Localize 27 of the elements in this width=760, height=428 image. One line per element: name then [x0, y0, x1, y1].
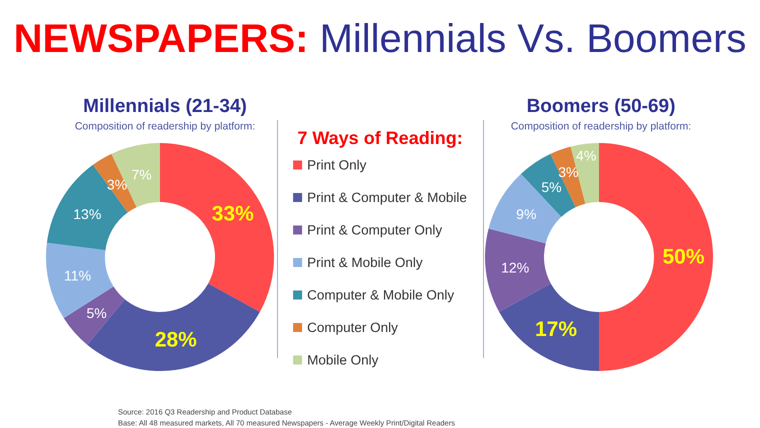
data-label: 5%	[541, 179, 562, 196]
data-label: 5%	[86, 304, 107, 321]
data-label: 13%	[73, 206, 102, 222]
data-label: 33%	[212, 202, 254, 226]
legend-label: Print & Mobile Only	[307, 255, 423, 270]
data-label: 3%	[106, 176, 128, 192]
data-label: 28%	[154, 328, 198, 352]
legend-label: Mobile Only	[307, 352, 379, 368]
slice-label: Boomers (50-69)	[526, 96, 676, 117]
data-label: 17%	[534, 318, 578, 342]
data-label: 4%	[576, 147, 596, 164]
chart-title: NEWSPAPERS: Millennials Vs. Boomers	[14, 17, 746, 61]
legend-label: Print & Computer & Mobile	[307, 190, 467, 205]
data-label: 11%	[64, 267, 92, 284]
legend-label: Computer Only	[307, 320, 398, 335]
slice-label: Millennials (21-34)	[83, 96, 247, 117]
data-label: 9%	[516, 206, 536, 222]
data-label: 12%	[501, 260, 530, 276]
text: Composition of readership by platform:	[74, 120, 256, 132]
data-label: 3%	[558, 164, 578, 180]
legend-label: Print Only	[307, 158, 367, 172]
legend-title: 7 Ways of Reading:	[297, 128, 463, 148]
data-label: 50%	[662, 246, 705, 268]
data-label: 7%	[131, 166, 152, 183]
legend-label: Computer & Mobile Only	[307, 288, 454, 302]
text: Composition of readership by platform:	[510, 120, 692, 132]
legend-label: Print & Computer Only	[307, 222, 442, 238]
